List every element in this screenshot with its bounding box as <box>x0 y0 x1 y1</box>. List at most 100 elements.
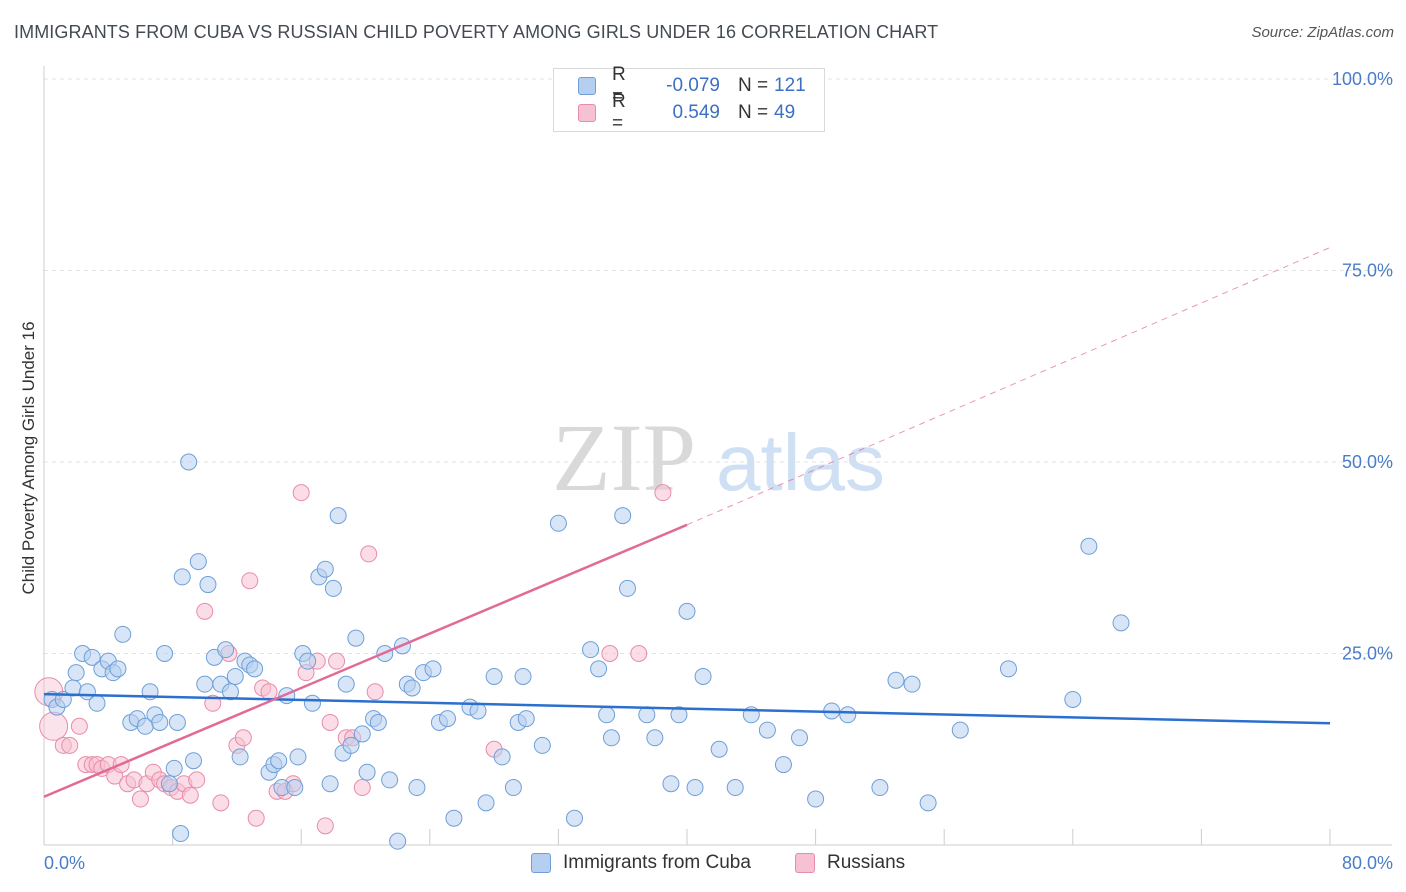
data-point-russians <box>212 794 230 812</box>
data-point-cuba <box>217 641 235 659</box>
data-point-cuba <box>533 736 551 754</box>
data-point-russians <box>328 652 346 670</box>
legend-r-value: -0.079 <box>666 75 720 96</box>
data-point-cuba <box>151 713 169 731</box>
y-tick-label: 25.0% <box>1342 644 1393 664</box>
legend-row-cuba: R = -0.079 N = 121 <box>578 64 806 107</box>
data-point-cuba <box>477 794 495 812</box>
data-point-cuba <box>549 514 567 532</box>
data-point-cuba <box>638 706 656 724</box>
data-point-cuba <box>172 825 190 843</box>
data-point-cuba <box>156 645 174 662</box>
data-point-cuba <box>184 752 202 770</box>
data-point-russians <box>353 779 371 797</box>
data-point-cuba <box>381 771 399 789</box>
bottom-legend-label-cuba: Immigrants from Cuba <box>563 852 751 873</box>
grid-lines <box>44 78 1392 654</box>
data-point-cuba <box>342 736 360 754</box>
watermark-zip: ZIP <box>552 404 696 511</box>
data-point-cuba <box>469 702 487 720</box>
data-point-cuba <box>1000 660 1017 678</box>
legend-row-russians: R = 0.549 N = 49 <box>578 91 795 134</box>
data-point-cuba <box>903 675 921 693</box>
data-point-russians <box>188 771 206 789</box>
data-point-cuba <box>337 675 355 693</box>
data-point-cuba <box>303 694 321 712</box>
data-point-cuba <box>514 667 532 685</box>
data-point-cuba <box>180 453 198 471</box>
data-point-cuba <box>602 729 620 747</box>
legend-r-label: R = <box>612 91 626 134</box>
watermark: ZIP atlas <box>552 404 885 511</box>
data-point-cuba <box>590 660 608 678</box>
data-point-cuba <box>424 660 442 678</box>
data-point-cuba <box>565 809 583 827</box>
data-point-cuba <box>774 756 792 774</box>
data-point-cuba <box>1064 690 1082 708</box>
data-point-russians <box>61 736 79 754</box>
data-point-russians <box>630 645 648 662</box>
bottom-legend-label-russians: Russians <box>827 852 906 873</box>
data-point-cuba <box>316 560 334 578</box>
data-point-cuba <box>226 667 244 685</box>
data-point-cuba <box>299 652 317 670</box>
data-point-cuba <box>221 683 239 701</box>
y-axis-label: Child Poverty Among Girls Under 16 <box>19 321 38 594</box>
data-point-cuba <box>231 748 249 766</box>
legend-n-label: N = <box>738 75 769 96</box>
data-point-cuba <box>445 809 463 827</box>
data-point-cuba <box>493 748 511 766</box>
data-point-cuba <box>88 694 106 712</box>
data-point-cuba <box>168 713 186 731</box>
data-point-cuba <box>504 779 522 797</box>
bottom-legend-swatch-cuba <box>531 853 551 873</box>
trend-lines <box>43 247 1331 798</box>
data-point-cuba <box>919 794 937 812</box>
legend-n-value: 121 <box>774 75 806 96</box>
data-point-cuba <box>270 752 288 770</box>
data-point-russians <box>321 713 339 731</box>
data-point-cuba <box>619 579 637 597</box>
data-point-cuba <box>389 832 407 850</box>
legend-n-label: N = <box>738 102 769 123</box>
data-point-cuba <box>199 576 217 594</box>
data-point-cuba <box>758 721 776 739</box>
data-point-cuba <box>662 775 680 793</box>
data-point-cuba <box>807 790 825 808</box>
data-point-cuba <box>1112 614 1130 632</box>
data-point-russians <box>234 729 252 747</box>
data-point-russians <box>131 790 149 808</box>
data-point-russians <box>196 602 214 620</box>
data-point-cuba <box>329 507 347 525</box>
data-point-cuba <box>678 602 696 620</box>
data-point-russians <box>260 683 278 701</box>
data-point-cuba <box>67 664 85 682</box>
data-point-cuba <box>887 671 905 689</box>
data-point-cuba <box>403 679 421 697</box>
data-point-cuba <box>83 648 101 666</box>
data-point-cuba <box>114 625 132 643</box>
data-point-cuba <box>726 779 744 797</box>
data-point-cuba <box>670 706 688 724</box>
data-point-cuba <box>173 568 191 586</box>
data-point-cuba <box>246 660 264 678</box>
legend: R = -0.079 N = 121 R = 0.549 N = 49 <box>553 64 825 134</box>
data-point-cuba <box>289 748 307 766</box>
data-point-cuba <box>353 725 371 743</box>
data-point-cuba <box>686 779 704 797</box>
data-point-cuba <box>165 759 183 777</box>
data-point-russians <box>601 645 619 662</box>
data-point-cuba <box>438 710 456 728</box>
data-point-cuba <box>408 779 426 797</box>
data-point-russians <box>360 545 378 563</box>
data-point-cuba <box>1080 537 1098 555</box>
trend-line-russians <box>43 523 688 798</box>
data-point-cuba <box>694 667 712 685</box>
watermark-atlas: atlas <box>716 418 885 507</box>
data-point-cuba <box>614 507 632 525</box>
data-point-cuba <box>324 579 342 597</box>
bottom-legend-item-cuba: Immigrants from Cuba <box>531 852 751 874</box>
data-point-cuba <box>196 675 214 693</box>
data-point-russians <box>654 484 672 502</box>
